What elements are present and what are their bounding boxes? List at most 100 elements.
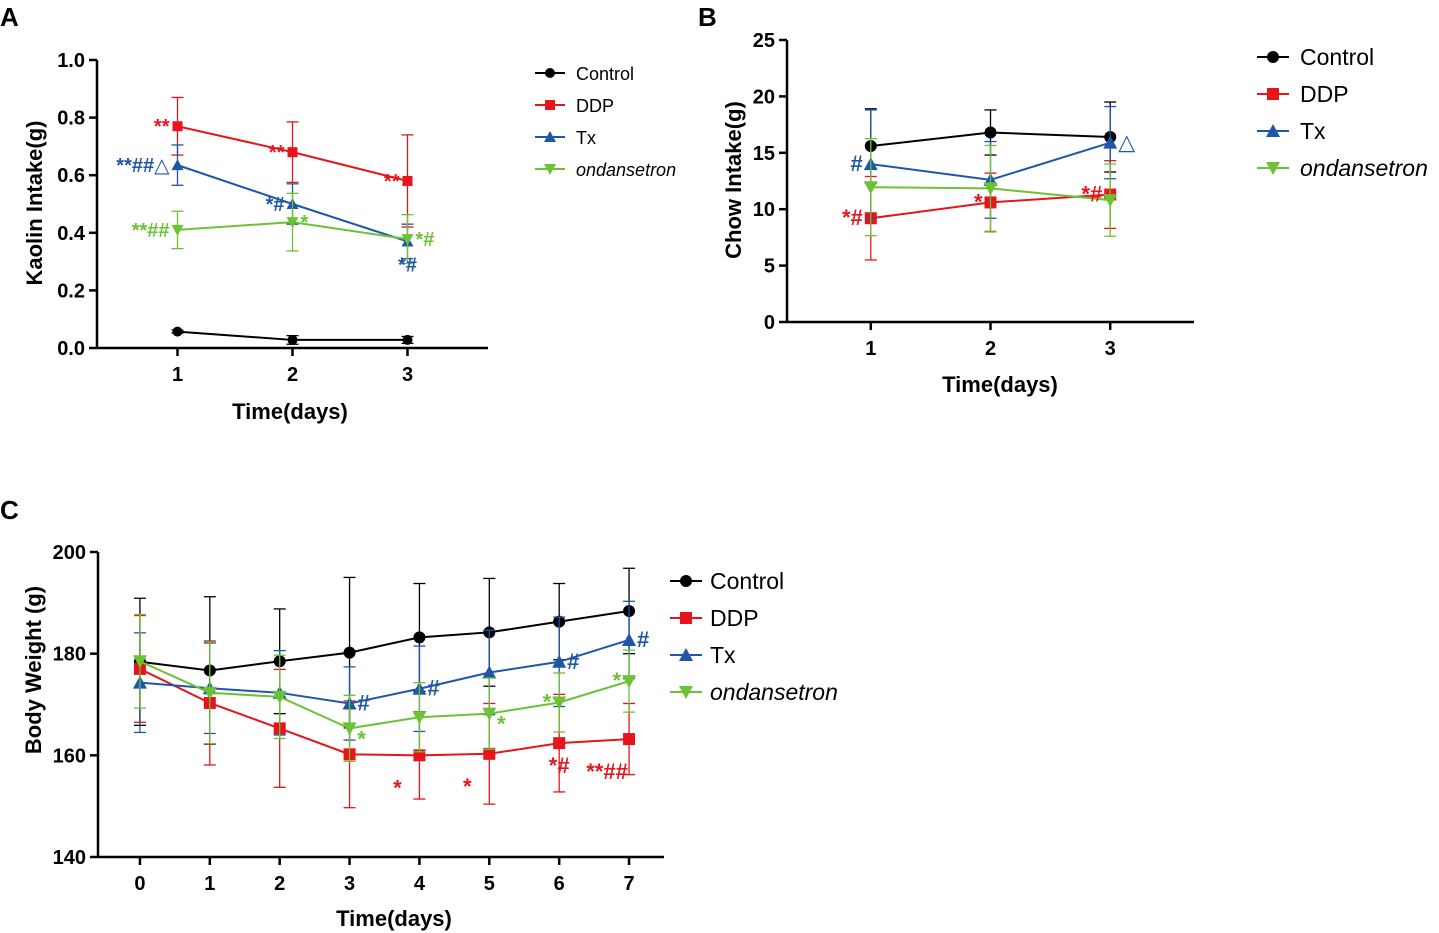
x-tick-label: 5	[484, 873, 495, 895]
legend-item-ddp: DDP	[1257, 81, 1349, 107]
x-tick-label: 1	[172, 364, 183, 386]
legend-item-ddp: DDP	[535, 96, 614, 116]
data-point-tx-1	[171, 159, 184, 171]
x-tick-label: 0	[134, 873, 145, 895]
data-point-control-2	[984, 126, 997, 139]
significance-annotation: △	[1118, 130, 1135, 155]
significance-annotation: **	[384, 171, 400, 193]
legend-item-ondansetron: ondansetron	[1257, 155, 1428, 181]
significance-annotation: *#	[416, 229, 435, 251]
significance-annotation: *	[612, 668, 621, 693]
legend-label-ondansetron: ondansetron	[1300, 155, 1428, 181]
y-tick-label: 0.6	[57, 165, 85, 187]
significance-annotation: **##△	[116, 155, 170, 177]
x-tick-label: 1	[204, 873, 215, 895]
legend-label-tx: Tx	[710, 642, 736, 668]
legend-item-control: Control	[535, 64, 634, 84]
data-point-tx-5	[482, 665, 497, 679]
y-tick-label: 0	[764, 312, 775, 334]
legend-marker-tx	[1266, 124, 1280, 137]
data-point-control-4	[413, 631, 426, 644]
y-tick-label: 10	[753, 199, 775, 221]
data-point-ondansetron-4	[412, 711, 427, 725]
data-point-ondansetron-6	[552, 696, 567, 710]
data-point-ondansetron-7	[622, 675, 637, 689]
significance-annotation: #	[358, 690, 370, 715]
y-tick-label: 20	[753, 86, 775, 108]
data-point-tx-6	[552, 654, 567, 668]
data-point-ondansetron-1	[863, 181, 878, 195]
x-tick-label: 3	[344, 873, 355, 895]
legend-label-control: Control	[1300, 44, 1374, 70]
x-tick-label: 3	[1105, 338, 1116, 360]
data-point-control-2	[287, 334, 298, 345]
significance-annotation: **##	[586, 759, 628, 784]
data-point-ondansetron-2	[983, 182, 998, 196]
significance-annotation: **##	[132, 220, 170, 242]
significance-annotation: *#	[398, 254, 417, 276]
legend-label-tx: Tx	[576, 128, 596, 148]
series-ondansetron	[132, 613, 637, 763]
significance-annotation: *#	[842, 205, 863, 230]
legend-c: Control DDP Tx ondansetron	[670, 568, 838, 705]
significance-annotation: *	[393, 775, 402, 800]
significance-annotation: #	[637, 627, 649, 652]
y-tick-label: 160	[53, 745, 86, 767]
x-axis-title-a: Time(days)	[232, 399, 348, 424]
x-tick-label: 7	[623, 873, 634, 895]
legend-item-tx: Tx	[1257, 118, 1326, 144]
y-tick-label: 1.0	[57, 50, 85, 72]
data-point-ddp-3	[402, 175, 413, 186]
series-line-ddp	[139, 668, 630, 757]
panel-a: A Time(days) Kaolin Intake(g) 0.00.20.40…	[0, 2, 676, 424]
legend-marker-tx	[679, 648, 693, 661]
significance-annotation: *	[497, 712, 506, 737]
data-point-ddp-5	[483, 747, 496, 760]
data-point-ondansetron-1	[202, 686, 217, 700]
legend-marker-ddp	[545, 100, 555, 110]
significance-annotation: **	[154, 116, 170, 138]
x-tick-label: 3	[402, 364, 413, 386]
legend-marker-ondansetron	[544, 164, 556, 175]
data-point-ddp-1	[172, 121, 183, 132]
x-tick-label: 2	[287, 364, 298, 386]
legend-marker-ddp	[1267, 88, 1279, 100]
legend-item-tx: Tx	[535, 128, 596, 148]
legend-label-control: Control	[710, 568, 784, 594]
legend-marker-control	[545, 68, 555, 78]
data-point-ondansetron-3	[401, 234, 414, 246]
panel-b: B Time(days) Chow Intake(g) 0 5 10 15 20 25 1 2…	[698, 2, 1428, 397]
data-point-ondansetron-0	[132, 655, 147, 669]
legend-a: Control DDP Tx ondansetron	[535, 64, 676, 180]
x-tick-label: 2	[985, 338, 996, 360]
legend-label-ddp: DDP	[576, 96, 614, 116]
legend-b: Control DDP Tx ondansetron	[1257, 44, 1428, 181]
legend-item-control: Control	[670, 568, 784, 594]
y-tick-label: 200	[53, 542, 86, 564]
legend-marker-control	[1267, 51, 1279, 63]
data-point-ddp-2	[287, 147, 298, 158]
significance-annotation: #	[427, 676, 439, 701]
y-axis-title-c: Body Weight (g)	[21, 586, 46, 754]
data-point-ondansetron-3	[342, 722, 357, 736]
data-point-control-3	[343, 646, 356, 659]
y-tick-label: 180	[53, 644, 86, 666]
legend-item-control: Control	[1257, 44, 1374, 70]
plot-area-c: 140 160 180 200 0 1 2 3 4 5 6 7 * * *# **## # # # # * * * *	[53, 542, 664, 895]
y-tick-label: 15	[753, 143, 775, 165]
legend-item-ondansetron: ondansetron	[535, 160, 676, 180]
panel-letter-c: C	[0, 495, 19, 525]
significance-annotation: *	[463, 774, 472, 799]
significance-annotation: *#	[549, 753, 570, 778]
x-tick-label: 1	[865, 338, 876, 360]
series-ondansetron	[171, 192, 414, 265]
data-point-ondansetron-5	[482, 707, 497, 721]
legend-label-tx: Tx	[1300, 118, 1326, 144]
data-point-ddp-7	[623, 733, 636, 746]
significance-annotation: *	[543, 689, 552, 714]
significance-annotation: **	[269, 142, 285, 164]
y-tick-label: 140	[53, 847, 86, 869]
panel-letter-b: B	[698, 2, 717, 32]
significance-annotation: *#	[266, 194, 285, 216]
data-point-ondansetron-3	[1103, 194, 1118, 208]
